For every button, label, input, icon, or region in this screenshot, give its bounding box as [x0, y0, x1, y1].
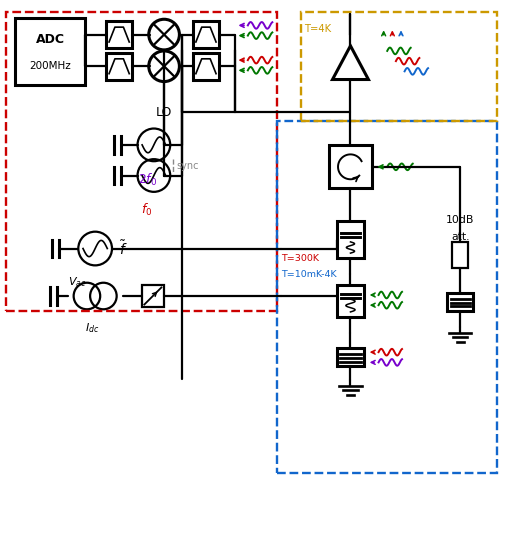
Bar	[142, 285, 164, 307]
Text: 10dB: 10dB	[446, 216, 475, 225]
Text: T=10mK-4K: T=10mK-4K	[282, 269, 337, 279]
Text: att.: att.	[451, 232, 470, 242]
Bar	[106, 21, 133, 48]
Bar	[337, 222, 364, 258]
Text: T=4K: T=4K	[305, 24, 332, 34]
Text: $V_{ac}$: $V_{ac}$	[68, 275, 87, 289]
Text: sync: sync	[177, 161, 199, 171]
Bar	[106, 53, 133, 79]
Text: ADC: ADC	[36, 33, 65, 46]
Bar	[193, 21, 219, 48]
Text: LO: LO	[156, 106, 172, 119]
Text: T=300K: T=300K	[282, 254, 319, 263]
Bar	[15, 18, 86, 85]
Bar	[329, 146, 372, 188]
Text: $\tilde{f}$: $\tilde{f}$	[119, 239, 127, 258]
Bar	[193, 53, 219, 79]
Bar	[337, 285, 364, 317]
Bar	[337, 348, 364, 367]
Text: $f_0$: $f_0$	[140, 202, 152, 218]
Text: $I_{dc}$: $I_{dc}$	[86, 321, 100, 336]
Text: 200MHz: 200MHz	[29, 61, 71, 71]
Bar	[452, 242, 468, 268]
Text: $2f_0$: $2f_0$	[138, 172, 157, 187]
Bar	[447, 293, 473, 311]
